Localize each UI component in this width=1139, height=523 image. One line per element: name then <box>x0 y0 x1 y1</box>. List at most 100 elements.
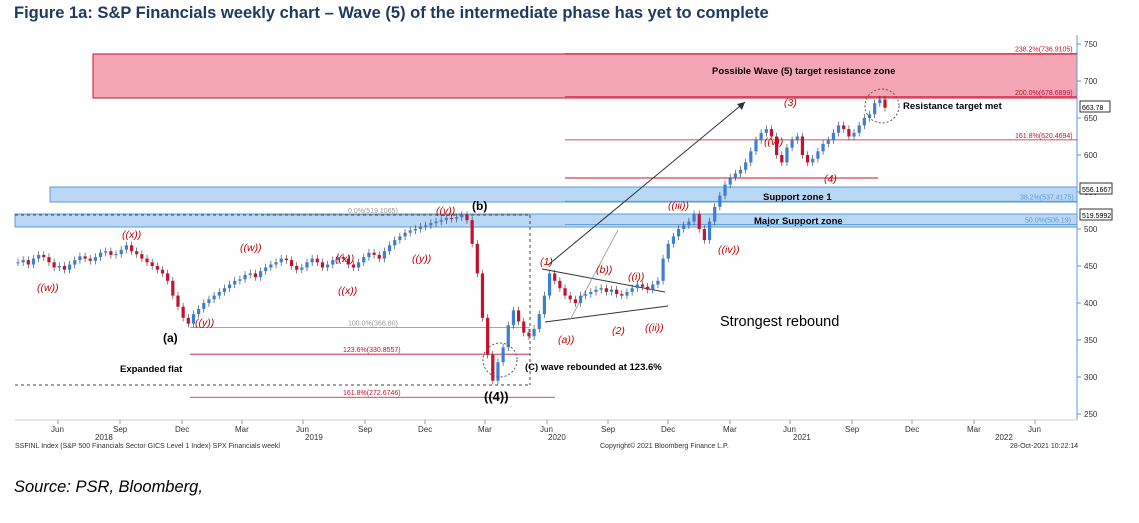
x-tick-label: Sep <box>601 425 616 434</box>
x-year-label: 2020 <box>548 433 566 442</box>
candle-body <box>222 288 227 292</box>
wave-label-y1: ((y)) <box>195 317 214 329</box>
y-tick-label: 400 <box>1084 299 1098 308</box>
candle-body <box>630 288 634 292</box>
candle-body <box>470 220 474 244</box>
candle-body <box>114 254 118 256</box>
x-year-label: 2021 <box>793 433 811 442</box>
candle-body <box>124 245 128 250</box>
footer-timestamp: 28-Oct-2021 10:22:14 <box>1010 443 1078 450</box>
candle-body <box>315 258 319 263</box>
candle-body <box>723 184 727 196</box>
candle-body <box>362 257 366 263</box>
thin-trend-line <box>569 229 619 321</box>
candle-body <box>676 229 681 237</box>
y-tick-label: 750 <box>1084 40 1098 49</box>
candle-body <box>842 125 846 130</box>
candle-body <box>790 140 794 148</box>
candle-body <box>284 258 288 261</box>
wave4-circle <box>482 342 518 378</box>
target-circle <box>864 88 900 124</box>
annotation-c-wave: (C) wave rebounded at 123.6% <box>525 362 662 373</box>
x-tick-label: Jun <box>1028 425 1041 434</box>
wave-label-w2: ((w)) <box>240 242 262 254</box>
source-note: Source: PSR, Bloomberg, <box>14 478 203 496</box>
candle-body <box>867 114 872 118</box>
candle-body <box>589 291 593 295</box>
candle-body <box>98 252 103 258</box>
candle-body <box>331 260 335 265</box>
candle-body <box>718 195 722 207</box>
candle-body <box>713 206 717 222</box>
candle-body <box>728 177 732 185</box>
candle-body <box>573 299 577 303</box>
x-tick-label: Mar <box>967 425 981 434</box>
x-year-label: 2022 <box>995 433 1013 442</box>
candle-body <box>104 251 108 253</box>
footer-copyright: Copyright© 2021 Bloomberg Finance L.P. <box>600 442 729 450</box>
candle-body <box>320 262 325 268</box>
candle-body <box>444 217 448 221</box>
candle-body <box>16 262 20 264</box>
price-tag-519 <box>1079 208 1113 221</box>
candle-body <box>785 147 789 163</box>
x-tick-label: Sep <box>113 425 128 434</box>
candle-body <box>129 245 134 252</box>
candle-body <box>501 347 505 363</box>
candle-body <box>88 258 92 261</box>
y-tick-label: 500 <box>1084 225 1098 234</box>
candle-body <box>511 310 516 326</box>
candle-body <box>744 162 748 170</box>
wave-label-b-minor: (b)) <box>596 264 612 276</box>
figure-title: Figure 1a: S&P Financials weekly chart –… <box>14 4 769 22</box>
candle-body <box>522 321 526 333</box>
candle-body <box>646 286 650 290</box>
price-tag-519-label: 519.5992 <box>1082 213 1111 220</box>
x-tick-label: Jun <box>296 425 309 434</box>
wave-label-3: (3) <box>784 97 797 109</box>
candle-body <box>258 271 263 278</box>
candle-body <box>269 264 273 268</box>
fib-label: 0.0%(519.1065) <box>348 208 398 215</box>
candle-body <box>609 289 614 292</box>
candle-body <box>506 325 510 348</box>
wave-label-y2: ((y)) <box>436 205 455 217</box>
candle-body <box>800 136 805 155</box>
candle-body <box>166 273 170 281</box>
candle-body <box>821 143 825 152</box>
candle-body <box>351 264 356 268</box>
y-tick-label: 700 <box>1084 77 1098 86</box>
major-support-zone-label: Major Support zone <box>754 216 843 227</box>
candle-body <box>496 362 500 381</box>
x-year-label: 2018 <box>95 433 113 442</box>
resistance-zone <box>92 53 1078 99</box>
x-tick-label: Mar <box>235 425 249 434</box>
wave-label-x1: ((x)) <box>122 229 141 241</box>
wave-label-x3: ((x)) <box>335 253 354 265</box>
y-tick-label: 450 <box>1084 262 1098 271</box>
candle-body <box>62 266 67 270</box>
candle-body <box>119 249 123 255</box>
candle-body <box>145 258 149 263</box>
candle-body <box>429 223 433 226</box>
support-zone-1 <box>49 186 1078 203</box>
wave-label-4: (4) <box>824 173 837 185</box>
candle-body <box>387 245 392 252</box>
candle-body <box>831 132 835 141</box>
candle-body <box>382 251 387 259</box>
resistance-zone-label: Possible Wave (5) target resistance zone <box>712 66 895 77</box>
candle-body <box>738 169 743 174</box>
candle-body <box>186 317 190 324</box>
candle-body <box>527 332 531 337</box>
wave-label-iii: ((iii)) <box>668 200 689 212</box>
candle-body <box>217 291 221 296</box>
y-tick-label: 650 <box>1084 114 1098 123</box>
candle-body <box>594 289 598 292</box>
candle-body <box>615 289 619 295</box>
candle-body <box>202 303 206 309</box>
candle-body <box>424 225 428 227</box>
candle-body <box>155 266 159 270</box>
candle-body <box>372 252 376 255</box>
price-tag-556 <box>1079 182 1113 195</box>
candle-body <box>537 314 541 329</box>
